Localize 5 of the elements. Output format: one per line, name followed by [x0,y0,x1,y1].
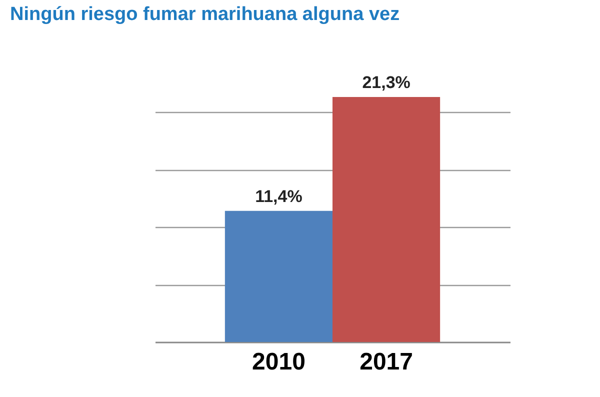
x-tick-label: 2017 [360,348,413,376]
data-label: 11,4% [255,186,302,206]
x-tick-label: 2010 [252,348,306,376]
chart-title: Ningún riesgo fumar marihuana alguna vez [10,4,400,26]
data-label: 21,3% [362,73,410,92]
